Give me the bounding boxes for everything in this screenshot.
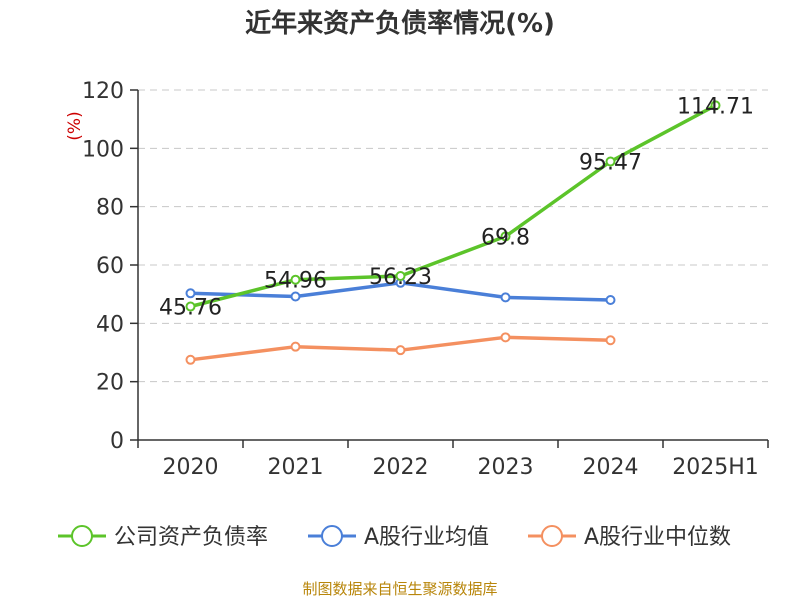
legend-item-2[interactable]: A股行业中位数: [528, 525, 731, 550]
x-tick-label-2024: 2024: [583, 455, 639, 480]
y-tick-label-80: 80: [96, 196, 124, 221]
data-point-1-0: [185, 288, 196, 299]
data-point-0-5: [710, 100, 721, 111]
data-point-0-0: [185, 301, 196, 312]
data-point-1-4: [605, 295, 616, 305]
axes: 0 20 40 60 80 100 120 2020 2021 2022 2023 2024 2025H…: [82, 79, 769, 480]
series-0: [185, 100, 721, 312]
y-tick-label-40: 40: [96, 312, 124, 337]
legend-label-1: A股行业均值: [364, 525, 489, 550]
data-point-2-1: [290, 341, 301, 352]
y-tick-label-0: 0: [110, 429, 124, 454]
legend-label-0: 公司资产负债率: [114, 525, 268, 550]
series-lines: [185, 100, 721, 365]
data-point-2-3: [500, 332, 511, 343]
data-point-0-4: [605, 156, 616, 167]
data-point-0-3: [500, 231, 511, 242]
data-point-2-0: [185, 354, 196, 365]
data-label-5: 114.71: [677, 94, 754, 119]
series-line-0: [190, 103, 717, 309]
x-tick-label-2025H1: 2025H1: [672, 455, 759, 480]
x-tick-label-2023: 2023: [478, 455, 534, 480]
data-labels: 45.76 54.96 56.23 69.8 95.47 114.71: [159, 94, 754, 320]
series-1: [185, 277, 616, 305]
chart-title: 近年来资产负债率情况(%): [245, 8, 555, 39]
y-axis-unit-label: (%): [65, 111, 85, 140]
grid-lines: [138, 89, 768, 383]
series-2: [185, 332, 616, 365]
data-point-2-4: [605, 335, 616, 346]
y-tick-label-60: 60: [96, 254, 124, 279]
data-point-0-1: [290, 274, 301, 285]
data-point-2-2: [395, 345, 406, 356]
data-label-0: 45.76: [159, 296, 222, 321]
legend[interactable]: 公司资产负债率 A股行业均值 A股行业中位数: [58, 525, 731, 550]
x-tick-label-2022: 2022: [373, 455, 429, 480]
data-label-2: 56.23: [369, 265, 432, 290]
data-point-1-1: [290, 291, 301, 302]
legend-item-1[interactable]: A股行业均值: [308, 525, 489, 550]
data-label-4: 95.47: [579, 151, 642, 176]
x-tick-label-2020: 2020: [163, 455, 219, 480]
y-tick-label-100: 100: [82, 137, 124, 162]
legend-marker-2: [541, 525, 563, 547]
data-point-1-3: [500, 292, 511, 303]
legend-item-0[interactable]: 公司资产负债率: [58, 525, 268, 550]
legend-marker-0: [71, 525, 93, 547]
data-point-0-2: [395, 270, 406, 281]
x-tick-label-2021: 2021: [268, 455, 324, 480]
legend-marker-1: [321, 525, 343, 547]
y-tick-label-20: 20: [96, 371, 124, 396]
legend-label-2: A股行业中位数: [584, 525, 731, 550]
data-label-3: 69.8: [481, 225, 530, 250]
data-label-1: 54.96: [264, 269, 327, 294]
y-tick-label-120: 120: [82, 79, 124, 104]
source-note: 制图数据来自恒生聚源数据库: [302, 580, 497, 598]
